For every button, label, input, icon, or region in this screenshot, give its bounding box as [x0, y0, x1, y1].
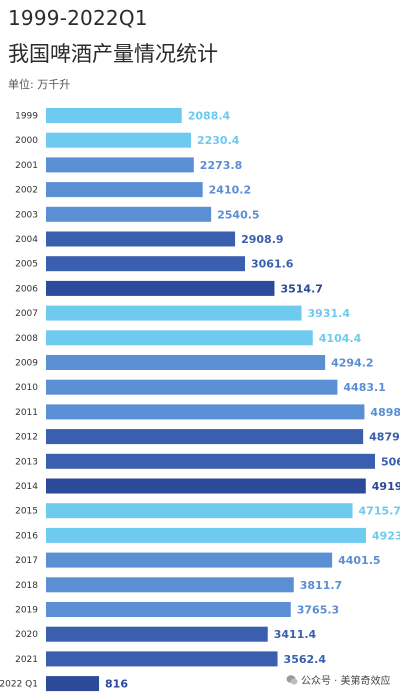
category-label: 2014 [15, 482, 38, 492]
bar [46, 429, 364, 445]
category-label: 2019 [15, 606, 38, 616]
value-label: 2088.4 [188, 110, 231, 123]
category-label: 2012 [15, 433, 38, 443]
unit-label: 单位: 万千升 [8, 78, 71, 91]
bar [46, 404, 365, 420]
bar [46, 602, 291, 617]
category-label: 2017 [15, 556, 38, 566]
value-label: 4898.9 [370, 406, 400, 419]
value-label: 2540.5 [217, 208, 259, 221]
value-label: 3514.7 [280, 282, 322, 295]
category-label: 2020 [15, 630, 38, 640]
value-label: 3765.3 [297, 604, 339, 617]
value-label: 4104.4 [319, 332, 362, 345]
category-label: 2013 [15, 457, 38, 467]
bar [46, 330, 313, 346]
bar [46, 552, 333, 568]
category-label: 2006 [15, 284, 38, 294]
value-label: 4879.3 [369, 431, 400, 444]
value-label: 3931.4 [308, 307, 351, 320]
bar [46, 231, 236, 247]
value-label: 2273.8 [200, 159, 242, 172]
category-label: 2015 [15, 507, 38, 517]
chart-title: 我国啤酒产量情况统计 [8, 42, 218, 66]
category-label: 2008 [15, 334, 38, 344]
value-label: 4401.5 [338, 554, 380, 567]
bar [46, 355, 326, 370]
bar [46, 453, 375, 469]
bar [46, 651, 278, 667]
value-label: 3811.7 [300, 579, 342, 592]
category-label: 2021 [15, 655, 38, 665]
value-label: 3061.6 [251, 258, 294, 271]
value-label: 816 [105, 678, 128, 691]
category-label: 2010 [15, 383, 38, 393]
bar [46, 256, 246, 272]
bar [46, 305, 302, 321]
value-label: 4483.1 [343, 381, 385, 394]
bar [46, 182, 203, 198]
watermark: 公众号 · 美第奇效应 [286, 672, 391, 687]
value-label: 4923.2 [372, 529, 400, 542]
bar [46, 676, 100, 692]
bar [46, 478, 366, 494]
category-label: 2011 [15, 408, 38, 418]
chart-title-year-range: 1999-2022Q1 [8, 6, 148, 30]
category-label: 2007 [15, 309, 38, 319]
value-label: 3411.4 [274, 628, 317, 641]
category-label: 2022 Q1 [0, 680, 38, 690]
category-label: 2016 [15, 531, 38, 541]
category-label: 2005 [15, 260, 38, 270]
bar [46, 206, 212, 222]
value-label: 4294.2 [331, 357, 373, 370]
value-label: 2230.4 [197, 134, 240, 147]
value-label: 2908.9 [241, 233, 283, 246]
bar [46, 527, 367, 543]
category-label: 2009 [15, 359, 38, 369]
category-label: 2002 [15, 186, 38, 196]
bar [46, 577, 294, 593]
value-label: 3562.4 [284, 653, 327, 666]
category-label: 1999 [15, 112, 38, 122]
category-label: 2000 [15, 136, 38, 146]
value-label: 4715.7 [359, 505, 400, 518]
value-label: 5061.5 [381, 455, 400, 468]
bar [46, 626, 268, 642]
value-label: 2410.2 [209, 184, 251, 197]
category-label: 2001 [15, 161, 38, 171]
bar [46, 379, 338, 395]
category-label: 2003 [15, 210, 38, 220]
bar [46, 108, 182, 123]
category-label: 2004 [15, 235, 38, 245]
category-label: 2018 [15, 581, 38, 591]
bar [46, 503, 353, 519]
wechat-icon [286, 674, 298, 684]
bar [46, 157, 194, 173]
bar [46, 280, 275, 296]
watermark-text: 公众号 · 美第奇效应 [301, 676, 391, 687]
bar [46, 132, 191, 148]
value-label: 4919.8 [372, 480, 400, 493]
